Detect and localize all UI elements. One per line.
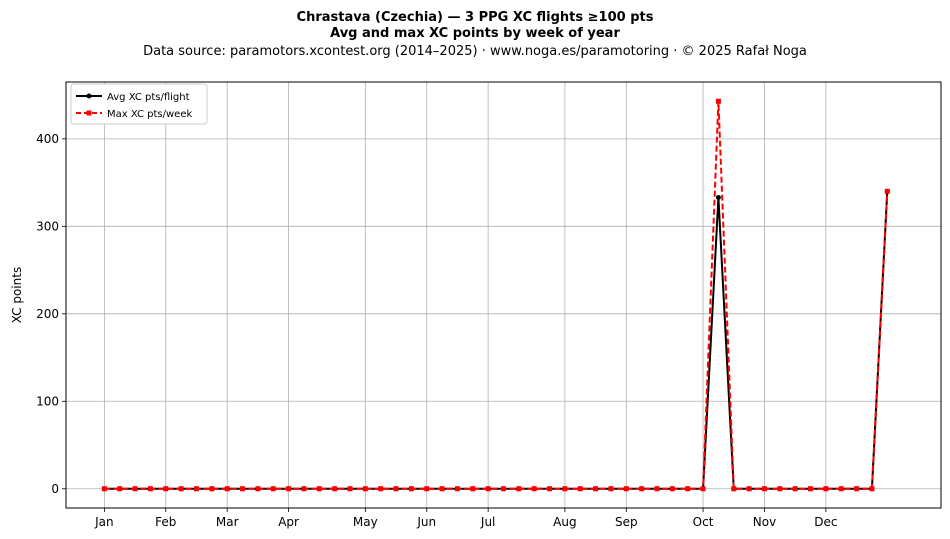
data-point (332, 486, 338, 492)
data-point (362, 486, 368, 492)
x-axis: Jan Feb Mar Apr May Jun Jul Aug Sep Oct Nov Dec (94, 508, 837, 529)
data-point (255, 486, 261, 492)
data-point (378, 486, 384, 492)
data-point (715, 194, 721, 200)
series-line (104, 100, 889, 490)
x-tick-label: Oct (693, 515, 714, 529)
data-point (439, 486, 445, 492)
data-point (424, 486, 430, 492)
legend-max-marker (86, 110, 92, 116)
data-point (408, 486, 414, 492)
data-point (301, 486, 307, 492)
data-point (823, 486, 829, 492)
data-point (270, 486, 276, 492)
y-tick-label: 0 (51, 482, 59, 496)
data-point (193, 486, 199, 492)
data-point (485, 486, 491, 492)
legend: Avg XC pts/flight Max XC pts/week (70, 83, 208, 125)
data-point (715, 98, 721, 104)
data-point (286, 486, 292, 492)
legend-max-label: Max XC pts/week (107, 109, 192, 120)
data-point (746, 486, 752, 492)
data-point (240, 486, 246, 492)
data-point (209, 486, 215, 492)
y-tick-label: 400 (36, 132, 59, 146)
y-tick-label: 300 (36, 219, 59, 233)
y-tick-label: 100 (36, 394, 59, 408)
chart-title: Chrastava (Czechia) — 3 PPG XC flights ≥… (297, 10, 654, 25)
data-point (454, 486, 460, 492)
x-tick-label: Sep (615, 515, 638, 529)
series-1 (101, 188, 890, 492)
data-point (147, 486, 153, 492)
data-point (777, 486, 783, 492)
data-point (700, 486, 706, 492)
series-layer (101, 98, 890, 492)
legend-box (70, 83, 208, 125)
grid (66, 82, 941, 508)
x-tick-label: Apr (278, 515, 299, 529)
data-point (654, 486, 660, 492)
data-point (808, 486, 814, 492)
data-point (101, 486, 107, 492)
legend-avg-label: Avg XC pts/flight (107, 92, 190, 103)
data-point (117, 486, 123, 492)
x-tick-label: Feb (155, 515, 176, 529)
data-point (884, 188, 890, 194)
x-tick-label: Aug (553, 515, 576, 529)
x-tick-label: Jul (480, 515, 495, 529)
y-tick-label: 200 (36, 307, 59, 321)
x-tick-label: Jan (94, 515, 114, 529)
x-tick-label: Nov (753, 515, 776, 529)
data-point (685, 486, 691, 492)
data-point (501, 486, 506, 492)
chart-source-note: Data source: paramotors.xcontest.org (20… (143, 44, 807, 59)
data-point (869, 486, 875, 492)
data-point (516, 486, 522, 492)
data-point (163, 486, 169, 492)
data-point (577, 486, 583, 492)
data-point (470, 486, 476, 492)
data-point (731, 486, 737, 492)
data-point (854, 486, 860, 492)
y-axis-label: XC points (10, 267, 24, 323)
legend-avg-marker (86, 93, 92, 99)
x-tick-label: May (353, 515, 378, 529)
x-tick-label: Jun (416, 515, 436, 529)
data-point (669, 486, 675, 492)
data-point (224, 486, 230, 492)
x-tick-label: Dec (814, 515, 837, 529)
data-point (132, 486, 138, 492)
data-point (531, 486, 537, 492)
data-point (562, 486, 568, 492)
y-axis: 0 100 200 300 400 (36, 132, 66, 496)
series-2 (101, 98, 890, 492)
plot-frame (65, 81, 942, 509)
data-point (608, 486, 614, 492)
data-point (393, 486, 399, 492)
data-point (347, 486, 353, 492)
chart-subtitle: Avg and max XC points by week of year (330, 26, 620, 41)
data-point (316, 486, 322, 492)
data-point (547, 486, 553, 492)
series-line (104, 191, 889, 490)
x-tick-label: Mar (216, 515, 239, 529)
data-point (761, 486, 767, 492)
data-point (623, 486, 629, 492)
data-point (838, 486, 844, 492)
data-point (178, 486, 184, 492)
data-point (792, 486, 798, 492)
data-point (639, 486, 645, 492)
data-point (593, 486, 599, 492)
